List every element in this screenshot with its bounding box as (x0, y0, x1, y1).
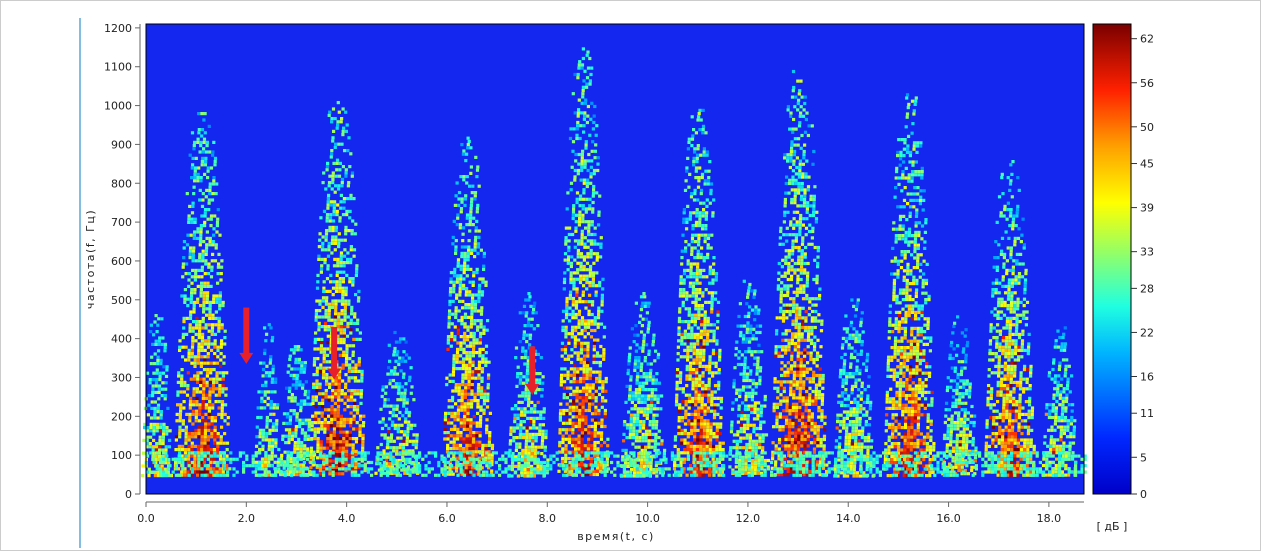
annotation-arrows (239, 307, 540, 396)
colorbar-tick-label: 39 (1140, 202, 1154, 215)
x-tick-label: 0.0 (137, 512, 155, 525)
y-tick-label: 300 (111, 371, 132, 384)
burst (672, 108, 725, 477)
x-tick-label: 14.0 (836, 512, 861, 525)
colorbar-tick-label: 56 (1140, 77, 1154, 90)
y-tick-label: 800 (111, 177, 132, 190)
colorbar-tick-label: 62 (1140, 33, 1154, 46)
burst (173, 112, 232, 477)
annotation-arrow (239, 307, 254, 364)
plot-border (145, 23, 1085, 495)
colorbar-tick-label: 0 (1140, 488, 1147, 501)
burst (254, 323, 281, 477)
colorbar-tick-label: 22 (1140, 326, 1154, 339)
x-tick-label: 2.0 (238, 512, 256, 525)
x-axis-title: время(t, с) (577, 530, 655, 543)
x-tick-label: 4.0 (338, 512, 356, 525)
y-tick-label: 600 (111, 255, 132, 268)
y-tick-label: 900 (111, 138, 132, 151)
burst (883, 93, 936, 478)
colorbar-ticks: 0 5 11 16 22 28 33 39 45 50 56 62 (1131, 33, 1154, 501)
x-tick-label: 10.0 (635, 512, 660, 525)
y-tick-label: 500 (111, 294, 132, 307)
colorbar-tick-label: 16 (1140, 371, 1154, 384)
x-tick-label: 6.0 (438, 512, 456, 525)
y-tick-label: 1000 (104, 100, 132, 113)
colorbar-label: [ дБ ] (1097, 520, 1128, 533)
colorbar-tick-label: 33 (1140, 246, 1154, 259)
spectrogram-bursts (141, 47, 1087, 478)
y-tick-label: 100 (111, 449, 132, 462)
colorbar: 0 5 11 16 22 28 33 39 45 50 56 62 [ дБ ] (1092, 23, 1154, 533)
y-tick-label: 1200 (104, 22, 132, 35)
y-tick-label: 1100 (104, 61, 132, 74)
colorbar-tick-label: 5 (1140, 451, 1147, 464)
y-axis: 0 100 200 300 400 500 600 700 800 900 1000 1100 1200 (104, 22, 141, 501)
x-axis: 0.0 2.0 4.0 6.0 8.0 10.0 12.0 14.0 16.0 18.0 (137, 501, 1084, 525)
colorbar-tick-label: 50 (1140, 121, 1154, 134)
y-tick-label: 700 (111, 216, 132, 229)
burst (374, 330, 421, 475)
y-tick-label: 200 (111, 410, 132, 423)
colorbar-tick-label: 11 (1140, 407, 1154, 420)
x-tick-label: 8.0 (539, 512, 557, 525)
x-tick-label: 16.0 (936, 512, 961, 525)
plot-area (141, 23, 1087, 495)
y-tick-label: 0 (125, 488, 132, 501)
annotation-arrow (525, 346, 540, 396)
x-tick-label: 18.0 (1037, 512, 1062, 525)
colorbar-tick-label: 45 (1140, 158, 1154, 171)
x-tick-label: 12.0 (736, 512, 761, 525)
annotation-arrow (327, 326, 342, 380)
low-frequency-band (146, 451, 1087, 477)
colorbar-gradient (1092, 23, 1132, 495)
y-axis-title: частота(f, Гц) (84, 209, 97, 309)
y-tick-label: 400 (111, 333, 132, 346)
colorbar-tick-label: 28 (1140, 282, 1154, 295)
